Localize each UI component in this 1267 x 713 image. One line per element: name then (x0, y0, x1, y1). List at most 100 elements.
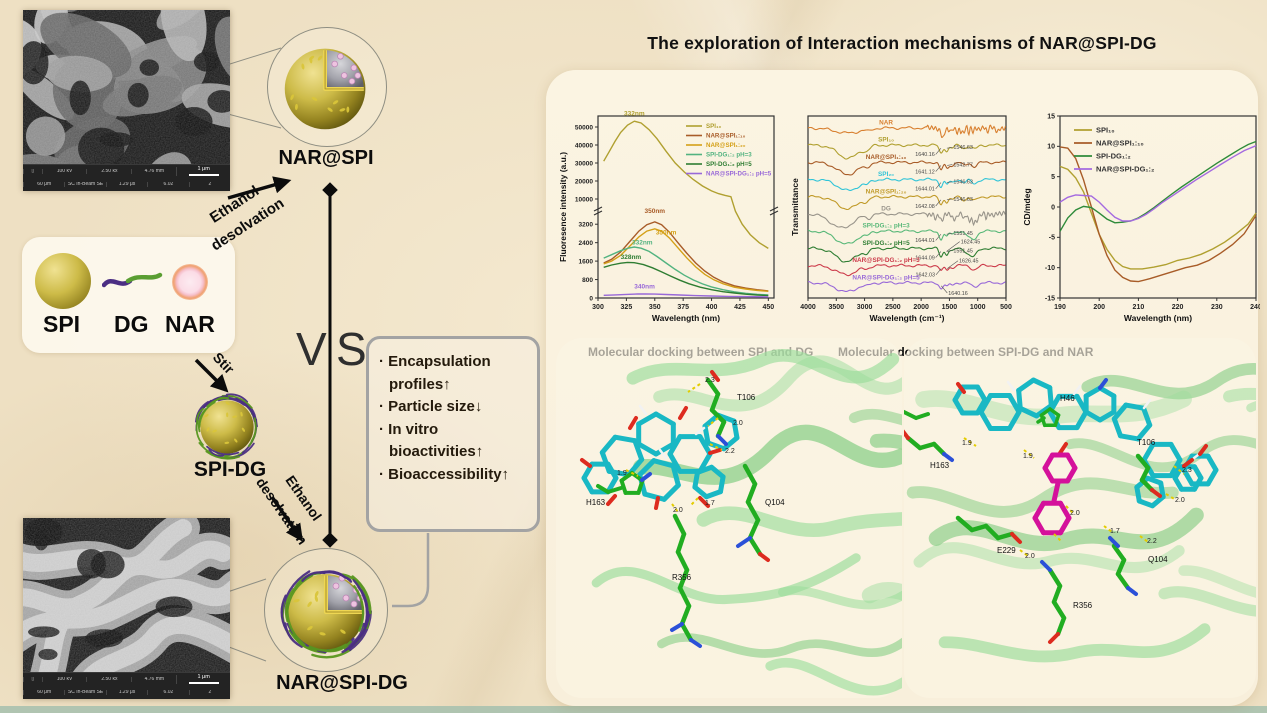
svg-text:2500: 2500 (885, 304, 901, 311)
svg-text:1640.16: 1640.16 (948, 291, 968, 297)
svg-text:1551.45: 1551.45 (953, 248, 973, 254)
svg-text:Fluoresence intensity (a.u.): Fluoresence intensity (a.u.) (558, 152, 568, 262)
svg-text:240: 240 (1250, 304, 1260, 311)
svg-text:1.9: 1.9 (962, 440, 972, 447)
nar-spi-dg-particle (280, 570, 372, 659)
svg-text:T106: T106 (737, 393, 756, 402)
svg-text:Wavelength (nm): Wavelength (nm) (652, 313, 720, 323)
svg-text:SPI₁₀: SPI₁₀ (878, 137, 894, 144)
svg-text:450: 450 (762, 304, 774, 311)
svg-text:E229: E229 (997, 546, 1016, 555)
svg-text:SPI₁₀: SPI₁₀ (706, 123, 722, 130)
svg-text:2400: 2400 (579, 240, 594, 247)
svg-text:0: 0 (1051, 204, 1055, 211)
svg-text:Wavelength (nm): Wavelength (nm) (1124, 313, 1192, 323)
svg-text:1642.03: 1642.03 (916, 273, 936, 279)
svg-text:3500: 3500 (828, 304, 844, 311)
fluorescence-chart: 0 800 1600 2400 3200 10000 20000 30000 40000 5000… (558, 110, 779, 323)
svg-text:15: 15 (1047, 113, 1055, 120)
svg-text:30000: 30000 (575, 160, 593, 167)
svg-text:1600: 1600 (579, 258, 594, 265)
svg-text:Q104: Q104 (765, 498, 785, 507)
comparison-item: · In vitro bioactivities↑ (379, 420, 484, 461)
svg-text:SPI-DG₁:₂ pH=5: SPI-DG₁:₂ pH=5 (862, 240, 910, 247)
svg-text:2.0: 2.0 (673, 507, 683, 514)
comparison-item: · Particle size↓ (379, 398, 483, 415)
comparison-item: · Bioaccessibility↑ (379, 465, 510, 483)
svg-text:2.2: 2.2 (1147, 538, 1157, 545)
svg-text:-15: -15 (1045, 295, 1055, 302)
magnifier-circle-top (267, 27, 387, 147)
svg-text:SPI-DG₁:₂: SPI-DG₁:₂ (1096, 152, 1131, 161)
svg-text:H163: H163 (586, 498, 606, 507)
svg-text:220: 220 (1172, 304, 1184, 311)
ftir-chart: 4000 3500 3000 2500 2000 1500 1000 500 Wavelengt… (790, 115, 1012, 323)
svg-text:332nm: 332nm (632, 239, 653, 246)
svg-text:10: 10 (1047, 144, 1055, 151)
sem-info-bar: ▯ 100 kV 2.50 kx 4.76 mm 1 μm 60 μm SC In-Beam… (23, 672, 230, 699)
spi-dg-particle (195, 393, 258, 460)
svg-text:1642.08: 1642.08 (915, 204, 935, 210)
svg-text:R356: R356 (672, 573, 692, 582)
svg-text:340nm: 340nm (634, 283, 655, 290)
spi-label: SPI (43, 311, 81, 337)
svg-text:500: 500 (1000, 304, 1012, 311)
svg-text:300: 300 (592, 304, 604, 311)
svg-text:1546.63: 1546.63 (953, 197, 973, 203)
comparison-item: · Encapsulation profiles↑ (379, 353, 491, 393)
svg-text:350nm: 350nm (656, 229, 677, 236)
svg-text:2.0: 2.0 (1025, 553, 1035, 560)
ingredients-panel: SPI DG NAR (22, 237, 235, 353)
svg-text:800: 800 (582, 277, 593, 284)
vs-letter-v: V (296, 323, 327, 375)
svg-text:CD/mdeg: CD/mdeg (1022, 188, 1032, 225)
svg-text:SPI-DG₁:₂ pH=3: SPI-DG₁:₂ pH=3 (862, 223, 910, 230)
sem-info-bar: ▯ 100 kV 2.50 kx 4.76 mm 1 μm 60 μm SC In-Beam… (23, 164, 230, 191)
svg-text:NAR@SPI₁:₁₀: NAR@SPI₁:₁₀ (706, 133, 746, 140)
nar-label: NAR (165, 311, 215, 337)
svg-text:375: 375 (677, 304, 689, 311)
svg-text:1546.63: 1546.63 (953, 180, 973, 186)
docking-left-image: T106 Q104 R356 H163 2.3 2.0 2.2 1.9 1.7 2.0 (556, 338, 902, 698)
svg-text:SPI-DG₁:₂ pH=5: SPI-DG₁:₂ pH=5 (706, 161, 752, 168)
svg-text:SPI-DG₁:₂ pH=3: SPI-DG₁:₂ pH=3 (706, 152, 752, 159)
sem-micrograph-top (23, 10, 230, 164)
svg-text:1640.16: 1640.16 (915, 152, 935, 158)
svg-text:230: 230 (1211, 304, 1223, 311)
svg-text:SPI₁₀: SPI₁₀ (1096, 126, 1115, 135)
svg-text:210: 210 (1133, 304, 1145, 311)
svg-text:332nm: 332nm (624, 110, 645, 117)
bottom-edge-strip (0, 706, 1267, 713)
sem-image-top: ▯ 100 kV 2.50 kx 4.76 mm 1 μm 60 μm SC In-Beam… (23, 10, 230, 191)
svg-text:400: 400 (706, 304, 718, 311)
svg-text:350nm: 350nm (644, 208, 665, 215)
svg-text:1624.45: 1624.45 (961, 239, 981, 245)
svg-text:1551.45: 1551.45 (953, 231, 973, 237)
svg-text:1641.12: 1641.12 (915, 169, 935, 175)
cd-chart: -15 -10 -5 0 5 10 15 190 200 210 220 230 240 Waveleng… (1022, 113, 1260, 323)
nar-spi-particle (284, 48, 366, 130)
svg-text:NAR@SPI₁:₂₀: NAR@SPI₁:₂₀ (706, 142, 746, 149)
svg-text:2.0: 2.0 (1070, 510, 1080, 517)
comparison-box: · Encapsulation profiles↑ · Particle size… (366, 336, 540, 532)
svg-text:1626.45: 1626.45 (959, 259, 979, 265)
svg-text:1.7: 1.7 (1110, 528, 1120, 535)
svg-text:2.3: 2.3 (1182, 467, 1192, 474)
svg-text:NAR@SPI-DG₁:₂ pH=3: NAR@SPI-DG₁:₂ pH=3 (852, 257, 920, 264)
svg-text:NAR@SPI-DG₁:₂: NAR@SPI-DG₁:₂ (1096, 165, 1154, 174)
svg-text:Q104: Q104 (1148, 555, 1168, 564)
svg-text:2.0: 2.0 (733, 420, 743, 427)
nar-spi-dg-label: NAR@SPI-DG (276, 672, 408, 694)
svg-text:1.7: 1.7 (705, 500, 715, 507)
svg-text:425: 425 (734, 304, 746, 311)
dg-label: DG (114, 311, 149, 337)
svg-text:1.9: 1.9 (1023, 453, 1033, 460)
svg-text:DG: DG (881, 206, 891, 213)
svg-text:NAR@SPI₁:₂₀: NAR@SPI₁:₂₀ (866, 188, 907, 195)
magnifier-circle-bottom (264, 548, 388, 672)
svg-text:NAR@SPI-DG₁:₂ pH=5: NAR@SPI-DG₁:₂ pH=5 (852, 274, 920, 281)
svg-text:1.9: 1.9 (617, 470, 627, 477)
svg-text:325: 325 (621, 304, 633, 311)
spi-sphere (35, 253, 91, 309)
svg-text:SPI₂₀: SPI₂₀ (878, 171, 894, 178)
